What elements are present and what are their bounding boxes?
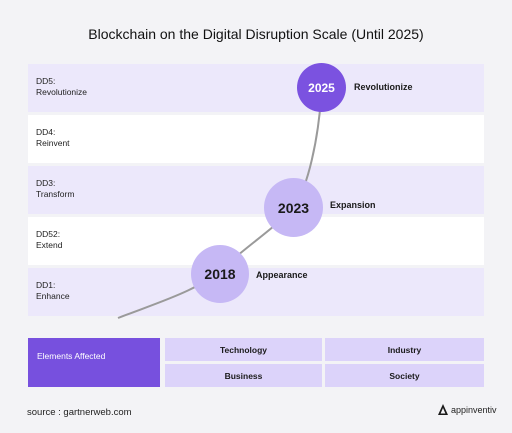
stage-year: 2018 [204, 266, 236, 282]
level-name: Reinvent [36, 138, 70, 148]
level-name: Transform [36, 189, 75, 199]
stage-label-2018: Appearance [256, 270, 308, 280]
element-industry: Industry [325, 338, 484, 361]
stage-circle-2025: 2025 [297, 63, 346, 112]
level-dd3: DD3: Transform [36, 178, 74, 200]
element-society: Society [325, 364, 484, 387]
brand-name: appinventiv [451, 404, 497, 415]
level-name: Revolutionize [36, 87, 88, 97]
band-dd2: DD52: Extend [28, 217, 484, 265]
stage-label-2023: Expansion [330, 200, 376, 210]
band-dd3: DD3: Transform [28, 166, 484, 214]
stage-circle-2023: 2023 [264, 178, 323, 237]
stage-year: 2025 [308, 80, 335, 95]
chart-title: Blockchain on the Digital Disruption Sca… [88, 26, 424, 42]
level-dd5: DD5: Revolutionize [36, 76, 87, 98]
brand-logo: appinventiv [437, 403, 497, 416]
appinventiv-logo-icon [438, 404, 448, 415]
level-dd4: DD4: Reinvent [36, 127, 70, 149]
stage-label-2025: Revolutionize [354, 82, 413, 92]
element-business: Business [165, 364, 322, 387]
level-dd2: DD52: Extend [36, 229, 62, 251]
level-code: DD3: [36, 178, 56, 188]
level-code: DD4: [36, 127, 56, 137]
stage-circle-2018: 2018 [191, 245, 249, 303]
level-code: DD52: [36, 229, 61, 239]
level-dd1: DD1: Enhance [36, 280, 70, 302]
band-dd5: DD5: Revolutionize [28, 64, 484, 112]
level-code: DD5: [36, 76, 56, 86]
element-technology: Technology [165, 338, 322, 361]
level-name: Extend [36, 240, 63, 250]
level-code: DD1: [36, 280, 56, 290]
level-name: Enhance [36, 291, 70, 301]
source-text: source : gartnerweb.com [27, 407, 132, 418]
band-dd4: DD4: Reinvent [28, 115, 484, 163]
elements-affected-header: Elements Affected [28, 338, 160, 387]
stage-year: 2023 [277, 199, 310, 216]
